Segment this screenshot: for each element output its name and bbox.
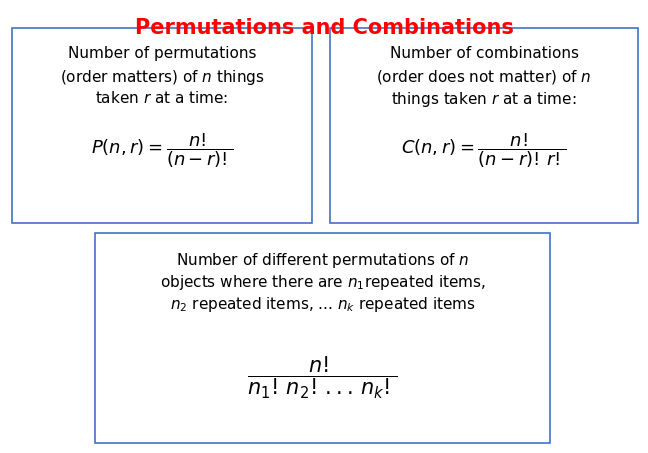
Text: (order does not matter) of $n$: (order does not matter) of $n$ — [376, 68, 592, 86]
Text: $n_2$ repeated items, ... $n_k$ repeated items: $n_2$ repeated items, ... $n_k$ repeated… — [170, 295, 476, 314]
FancyBboxPatch shape — [330, 28, 638, 223]
Text: $\dfrac{n!}{n_1!\,n_2!\,...\,n_k!}$: $\dfrac{n!}{n_1!\,n_2!\,...\,n_k!}$ — [248, 355, 398, 401]
Text: Permutations and Combinations: Permutations and Combinations — [135, 18, 513, 38]
Text: $P(n,r) = \dfrac{n!}{(n-r)!}$: $P(n,r) = \dfrac{n!}{(n-r)!}$ — [91, 132, 233, 170]
Text: Number of permutations: Number of permutations — [68, 46, 256, 61]
Text: taken $r$ at a time:: taken $r$ at a time: — [95, 90, 229, 106]
Text: objects where there are $n_1$repeated items,: objects where there are $n_1$repeated it… — [159, 273, 485, 292]
Text: Number of different permutations of $n$: Number of different permutations of $n$ — [176, 251, 469, 270]
FancyBboxPatch shape — [95, 233, 550, 443]
Text: $C(n,r) = \dfrac{n!}{(n-r)!\,r!}$: $C(n,r) = \dfrac{n!}{(n-r)!\,r!}$ — [401, 132, 567, 170]
Text: (order matters) of $n$ things: (order matters) of $n$ things — [60, 68, 264, 87]
FancyBboxPatch shape — [12, 28, 312, 223]
Text: things taken $r$ at a time:: things taken $r$ at a time: — [391, 90, 577, 109]
Text: Number of combinations: Number of combinations — [389, 46, 579, 61]
